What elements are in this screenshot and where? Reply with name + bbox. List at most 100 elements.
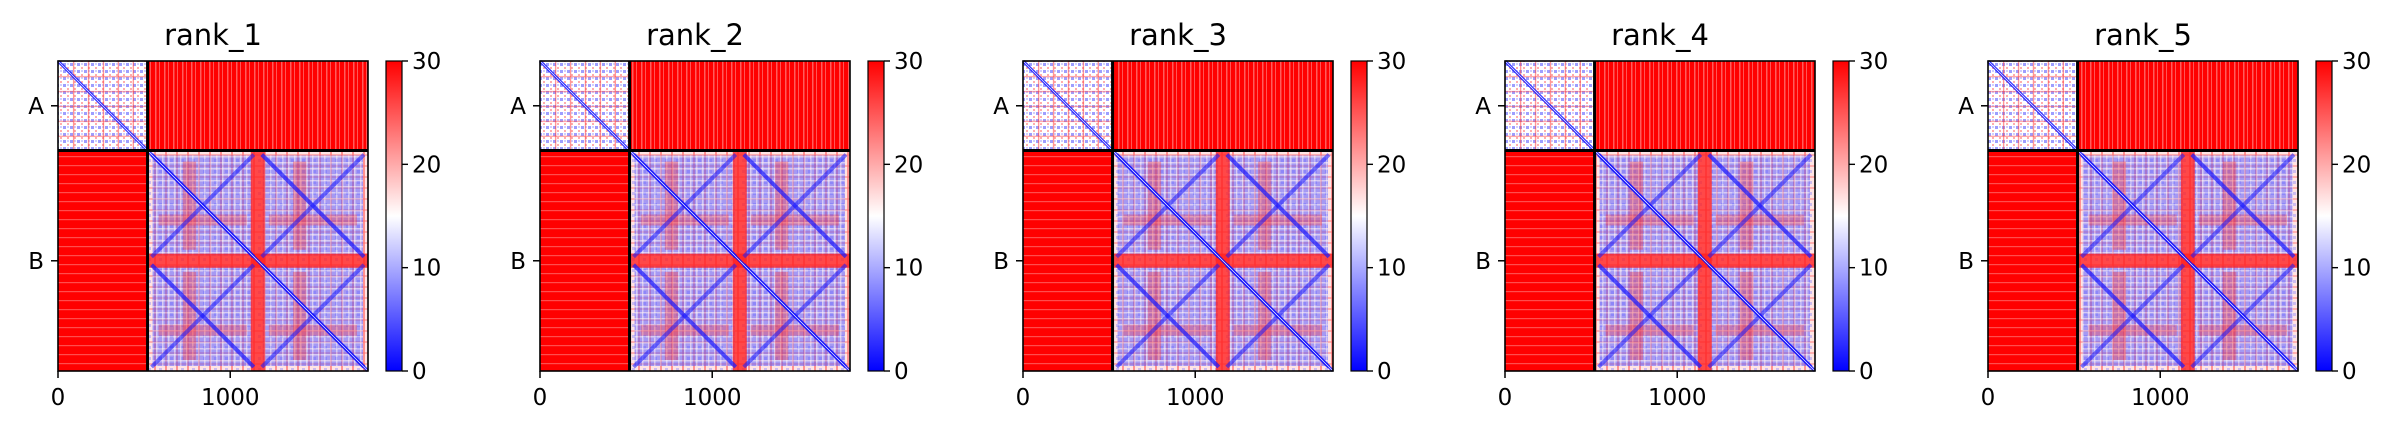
colorbar xyxy=(2315,60,2333,372)
chain-a-stripe xyxy=(1564,61,1567,151)
chain-b-cross-diagonal xyxy=(1597,263,1703,369)
colorbar xyxy=(1832,60,1850,372)
chain-b-domain-gap xyxy=(2198,214,2287,226)
chain-b-cross-diagonal xyxy=(632,263,738,369)
panel-title: rank_1 xyxy=(164,18,262,52)
x-tick-label: 0 xyxy=(1981,385,1996,411)
heatmap-main-diagonal-core xyxy=(539,60,851,372)
y-tick-label-chain: A xyxy=(1475,94,1491,120)
colorbar-tick-label: 30 xyxy=(1377,49,1406,75)
y-tick-label-chain: A xyxy=(28,94,44,120)
heatmap-panel: rank_1 0 1000 A B 0 10 20 30 xyxy=(28,18,441,411)
y-tick-label-chain: A xyxy=(993,94,1009,120)
chain-b-domain-gap xyxy=(182,161,197,250)
chain-a-stripe xyxy=(1097,61,1100,151)
chain-a-stripe xyxy=(554,61,557,151)
chain-b-domain-gap xyxy=(2198,324,2287,336)
inter-chain-block-ba xyxy=(1023,150,1113,371)
inter-chain-block-ba xyxy=(540,150,630,371)
chain-b-domain-gap xyxy=(1715,324,1804,336)
colorbar-tick-label: 10 xyxy=(2342,256,2371,282)
colorbar-tick-label: 20 xyxy=(1377,152,1406,178)
heatmap-main-diagonal-core xyxy=(57,60,369,372)
chain-a-stripe xyxy=(1505,120,1595,123)
inter-chain-block-ab xyxy=(2077,61,2298,151)
chain-b-domain-gap xyxy=(2112,161,2127,250)
chain-a-stripe xyxy=(1082,61,1085,151)
panel-title: rank_4 xyxy=(1611,18,1709,52)
chain-b-domain-gap xyxy=(750,214,839,226)
chain-b-domain-gap xyxy=(2223,161,2237,250)
chain-a-stripe xyxy=(72,61,75,151)
chain-a-stripe xyxy=(1023,120,1113,123)
inter-chain-block-ab xyxy=(1594,61,1815,151)
chain-a-stripe xyxy=(540,120,630,123)
chain-b-domain-gap xyxy=(268,214,357,226)
chain-a-stripe xyxy=(1579,61,1582,151)
chain-a-stripe xyxy=(2017,61,2020,151)
chain-b-domain-gap xyxy=(1740,271,1754,360)
chain-b-domain-gap xyxy=(640,324,729,336)
heatmap-frame xyxy=(1987,60,2299,372)
chain-a-stripe xyxy=(1988,120,2078,123)
chain-a-stripe xyxy=(2062,61,2065,151)
panel-title: rank_2 xyxy=(646,18,744,52)
y-tick-label-chain: A xyxy=(1958,94,1974,120)
chain-b-domain-gap xyxy=(1258,161,1272,250)
chain-b-domain-gap xyxy=(775,271,789,360)
y-tick-label-chain: A xyxy=(510,94,526,120)
chain-b-domain-gap xyxy=(1258,271,1272,360)
chain-a-stripe xyxy=(117,61,120,151)
chain-a-stripe xyxy=(1988,135,2078,138)
chain-b-domain-gap xyxy=(182,271,197,360)
chain-b-domain-gap xyxy=(1233,214,1322,226)
chain-b-domain-gap xyxy=(158,324,247,336)
chain-a-stripe xyxy=(58,120,148,123)
chain-b-domain-gap xyxy=(775,161,789,250)
chain-b-domain-gap xyxy=(1605,214,1694,226)
inter-chain-block-ba xyxy=(1988,150,2078,371)
panel-title: rank_5 xyxy=(2094,18,2192,52)
chain-b-domain-gap xyxy=(293,271,307,360)
chain-a-stripe xyxy=(1519,61,1522,151)
colorbar-tick-label: 10 xyxy=(1859,256,1888,282)
inter-chain-block-ab xyxy=(629,61,850,151)
colorbar xyxy=(385,60,403,372)
chain-b-domain-gap xyxy=(640,214,729,226)
chain-a-stripe xyxy=(132,61,135,151)
colorbar-tick-label: 10 xyxy=(1377,256,1406,282)
colorbar-tick-label: 20 xyxy=(1859,152,1888,178)
chain-b-domain-gap xyxy=(1233,324,1322,336)
chain-b-domain-gap xyxy=(1123,214,1212,226)
chain-a-stripe xyxy=(614,61,617,151)
colorbar xyxy=(1350,60,1368,372)
heatmap-frame xyxy=(57,60,369,372)
colorbar-tick-label: 0 xyxy=(894,359,909,385)
chain-b-domain-gap xyxy=(2088,214,2177,226)
colorbar-tick-label: 30 xyxy=(2342,49,2371,75)
chain-b-cross-diagonal xyxy=(1707,153,1813,259)
y-tick-label-chain: B xyxy=(28,249,44,275)
heatmap-frame xyxy=(1022,60,1334,372)
chain-b-cross-diagonal xyxy=(260,153,366,259)
inter-chain-block-ab xyxy=(1112,61,1333,151)
chain-a-stripe xyxy=(87,61,90,151)
chain-a-stripe xyxy=(2047,61,2050,151)
colorbar-tick-label: 30 xyxy=(894,49,923,75)
chain-b-domain-gap xyxy=(1715,214,1804,226)
colorbar-tick-label: 0 xyxy=(412,359,427,385)
chain-b-domain-gap xyxy=(664,161,679,250)
colorbar-tick-label: 0 xyxy=(1859,359,1874,385)
heatmap-main-diagonal-core xyxy=(1022,60,1334,372)
chain-a-stripe xyxy=(540,135,630,138)
x-tick-label: 0 xyxy=(51,385,66,411)
colorbar xyxy=(867,60,885,372)
colorbar-tick-label: 20 xyxy=(412,152,441,178)
chain-a-stripe xyxy=(1023,135,1113,138)
chain-a-stripe xyxy=(1534,61,1537,151)
x-tick-label: 0 xyxy=(1016,385,1031,411)
inter-chain-block-ba xyxy=(1505,150,1595,371)
x-tick-label: 1000 xyxy=(201,385,260,411)
chain-b-domain-gap xyxy=(1147,271,1162,360)
